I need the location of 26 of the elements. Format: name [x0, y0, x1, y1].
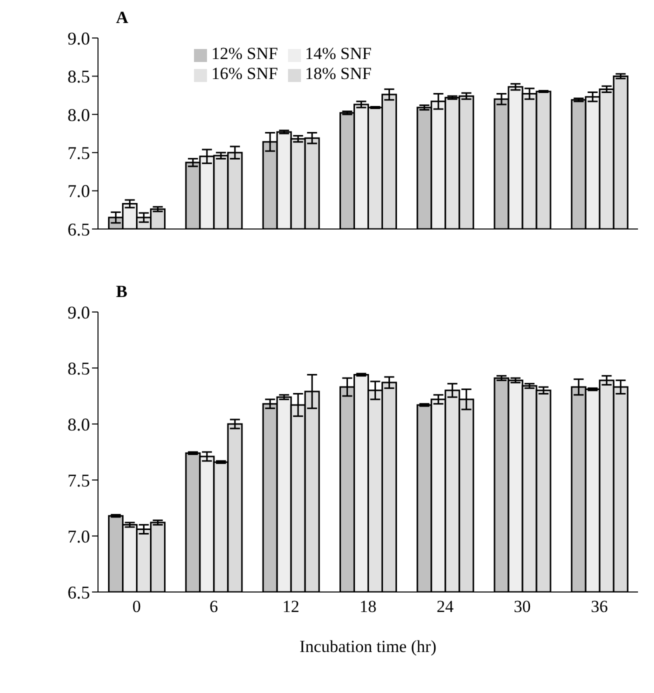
x-tick-label: 30 — [514, 597, 531, 616]
y-tick-label: 7.0 — [68, 526, 90, 546]
y-tick-label: 9.0 — [68, 302, 90, 322]
x-tick-label: 12 — [282, 597, 300, 616]
y-tick-label: 9.0 — [68, 28, 90, 48]
y-tick-label: 8.5 — [68, 66, 90, 87]
y-tick-label: 7.5 — [68, 142, 90, 163]
x-tick-label: 18 — [360, 597, 376, 616]
y-tick-label: 8.0 — [68, 104, 90, 125]
chart-title: A — [116, 8, 128, 28]
y-tick-label: 6.5 — [68, 582, 90, 602]
y-tick-label: 7.0 — [68, 181, 90, 202]
legend-label: 18% SNF — [305, 64, 372, 83]
x-tick-label: 24 — [436, 597, 454, 616]
y-tick-label: 7.5 — [68, 470, 90, 490]
x-tick-label: 36 — [590, 597, 608, 616]
y-tick-label: 6.5 — [68, 219, 90, 240]
chart-title: B — [116, 282, 128, 302]
legend-label: 14% SNF — [305, 44, 372, 63]
x-tick-label: 0 — [132, 597, 141, 616]
x-axis-title: Incubation time (hr) — [300, 637, 436, 656]
legend-label: 12% SNF — [211, 44, 278, 63]
legend-label: 16% SNF — [211, 64, 278, 83]
y-tick-label: 8.5 — [68, 358, 90, 378]
y-tick-label: 8.0 — [68, 414, 90, 434]
x-tick-label: 6 — [209, 597, 218, 616]
